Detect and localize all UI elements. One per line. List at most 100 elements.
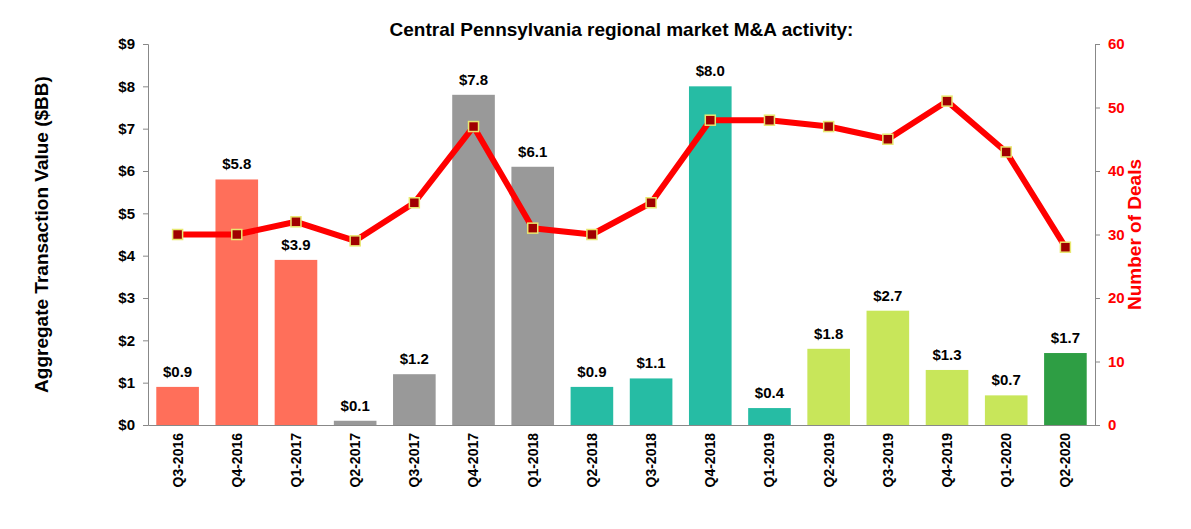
tick-label: $8 [118,78,135,95]
bar [748,408,791,425]
tick-label: $5 [118,205,135,222]
tick-label: Q3-2016 [169,433,185,488]
tick: $9 [118,35,148,52]
tick-mark [1095,44,1100,45]
tick: Q4-2019 [939,433,955,488]
data-labels: $0.9$5.8$3.9$0.1$1.2$7.8$6.1$0.9$1.1$8.0… [163,62,1080,413]
axis-line [1096,45,1101,426]
tick-label: Q2-2019 [821,433,837,488]
bar [571,387,614,425]
tick-mark [143,129,148,130]
tick-mark [1095,108,1100,109]
x-axis: Q3-2016Q4-2016Q1-2017Q2-2017Q3-2017Q4-20… [149,426,1096,488]
tick: Q3-2016 [169,433,185,488]
tick-label: Q4-2017 [465,433,481,488]
bar [334,421,377,425]
marker [469,122,479,132]
bar [393,374,436,425]
tick: $5 [118,205,148,222]
tick: 20 [1095,289,1125,306]
marker [1060,242,1070,252]
tick-mark [1095,362,1100,363]
y2-axis-title: Number of Deals [1124,159,1145,310]
tick: $2 [118,332,148,349]
tick-mark [143,383,148,384]
bar [1044,353,1087,425]
tick-label: $0 [118,416,135,433]
tick: Q4-2018 [702,433,718,488]
marker [350,236,360,246]
tick: Q1-2018 [525,433,541,488]
data-label: $5.8 [222,155,251,172]
tick-label: 60 [1108,35,1125,52]
marker [705,115,715,125]
tick-label: $1 [118,374,135,391]
data-label: $0.9 [163,363,192,380]
tick-label: $2 [118,332,135,349]
bar [156,387,199,425]
axis-line [143,45,149,426]
tick-mark [143,340,148,341]
bar [807,349,850,425]
tick-mark [1095,235,1100,236]
tick-label: 40 [1108,162,1125,179]
marker [764,115,774,125]
tick-label: Q2-2020 [1057,433,1073,488]
tick: Q2-2018 [584,433,600,488]
tick-label: Q1-2017 [288,433,304,488]
tick: $8 [118,78,148,95]
data-label: $1.1 [636,354,665,371]
tick: 60 [1095,35,1125,52]
marker [291,217,301,227]
marker [528,223,538,233]
data-label: $1.7 [1051,329,1080,346]
tick-label: $6 [118,162,135,179]
bar [985,395,1028,425]
bar [926,370,969,425]
tick: 10 [1095,353,1125,370]
tick-label: 0 [1108,416,1116,433]
title: Central Pennsylvania regional market M&A… [390,19,854,40]
tick: Q1-2017 [288,433,304,488]
marker [883,134,893,144]
tick-mark [143,86,148,87]
tick-label: Q4-2018 [702,433,718,488]
data-label: $1.8 [814,325,843,342]
tick: Q1-2019 [761,433,777,488]
tick-label: Q1-2018 [525,433,541,488]
line [178,101,1066,247]
tick-mark [143,171,148,172]
tick-label: 30 [1108,226,1125,243]
tick-label: Q2-2017 [347,433,363,488]
y-axis-title: Aggregate Transaction Value ($BB) [31,76,52,393]
data-label: $8.0 [696,62,725,79]
tick: Q4-2017 [465,433,481,488]
tick: Q4-2016 [229,433,245,488]
tick-label: Q4-2016 [229,433,245,488]
marker [1001,147,1011,157]
tick: Q3-2019 [880,433,896,488]
tick-mark [1095,171,1100,172]
bar [867,311,910,425]
tick-mark [143,298,148,299]
data-label: $7.8 [459,71,488,88]
tick-label: Q3-2019 [880,433,896,488]
tick-mark [143,256,148,257]
tick-label: 50 [1108,99,1125,116]
tick: $1 [118,374,148,391]
tick-label: Q3-2018 [643,433,659,488]
y-axis: $0$1$2$3$4$5$6$7$8$9 [118,35,148,433]
tick-label: $4 [118,247,135,264]
data-label: $3.9 [281,236,310,253]
tick: $4 [118,247,148,264]
marker [824,122,834,132]
tick: Q1-2020 [998,433,1014,488]
tick-label: $7 [118,120,135,137]
bar [630,378,673,425]
data-label: $0.1 [341,397,370,414]
tick-label: Q4-2019 [939,433,955,488]
plot-marks [156,86,1086,425]
marker [232,230,242,240]
marker [409,198,419,208]
tick: Q2-2020 [1057,433,1073,488]
